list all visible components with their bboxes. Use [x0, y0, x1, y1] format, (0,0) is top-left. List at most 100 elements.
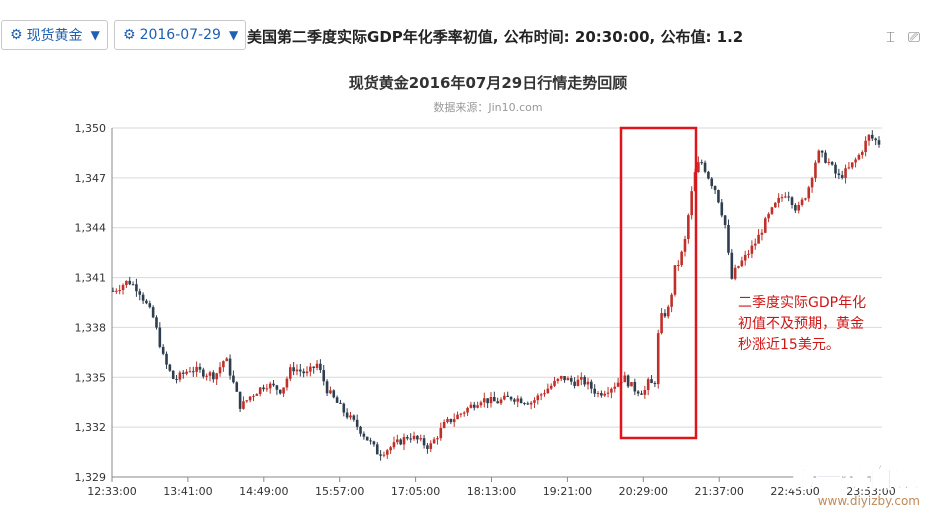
candle-body: [817, 150, 821, 163]
candle-body: [148, 303, 152, 308]
candle-body: [499, 399, 503, 404]
candle-body: [158, 327, 162, 347]
candle-body: [740, 260, 744, 267]
candle-body: [278, 389, 282, 394]
candle-body: [111, 290, 115, 292]
candle-body: [459, 413, 463, 415]
candle-body: [349, 415, 352, 418]
gear-icon: ⚙: [10, 27, 23, 43]
y-axis-ticks: 1,329 1,332 1,335 1,338 1,341 1,344 1,347 1,350: [75, 122, 107, 484]
candle-body: [362, 433, 366, 437]
y-tick-label: 1,344: [75, 222, 107, 235]
candle-body: [135, 284, 138, 292]
date-dropdown-label: 2016-07-29: [139, 27, 221, 43]
candle-body: [188, 371, 192, 373]
candle-body: [844, 168, 847, 178]
candle-body: [767, 213, 770, 219]
candle-body: [268, 383, 272, 389]
chart-title: 现货黄金2016年07月29日行情走势回顾: [349, 74, 628, 92]
candle-body: [115, 290, 118, 292]
candle-body: [489, 397, 493, 404]
candle-body: [319, 363, 322, 371]
x-tick-label: 19:21:00: [543, 485, 592, 498]
candle-body: [469, 404, 473, 408]
candle-body: [419, 438, 423, 440]
candle-body: [516, 398, 520, 402]
candle-body: [860, 152, 864, 155]
candle-body: [600, 393, 603, 396]
candle-body: [365, 436, 369, 441]
candle-body: [613, 386, 617, 389]
candle-body: [335, 397, 339, 403]
date-dropdown[interactable]: ⚙ 2016-07-29 ▼: [114, 20, 246, 50]
candle-body: [282, 387, 285, 394]
candle-body: [429, 443, 433, 449]
gear-icon: ⚙: [123, 27, 136, 43]
x-tick-label: 18:13:00: [467, 485, 516, 498]
candle-body: [797, 204, 801, 211]
candle-body: [302, 371, 305, 374]
candle-body: [546, 388, 550, 394]
candle-body: [422, 438, 426, 446]
candle-body: [723, 215, 727, 226]
candle-body: [703, 162, 707, 172]
candle-body: [125, 280, 128, 286]
candle-body: [466, 407, 469, 413]
candle-body: [506, 395, 510, 397]
restore-icon[interactable]: ⎚: [908, 28, 921, 46]
x-tick-label: 13:41:00: [163, 485, 212, 498]
candle-body: [733, 267, 737, 279]
candle-body: [285, 378, 289, 388]
candle-body: [359, 426, 362, 434]
annotation-line-3: 秒涨近15美元。: [738, 337, 840, 353]
candle-body: [656, 333, 660, 385]
candle-body: [295, 369, 299, 372]
candle-body: [670, 294, 673, 307]
candle-body: [476, 405, 479, 408]
candle-body: [409, 438, 413, 440]
candle-body: [222, 361, 225, 368]
candle-body: [640, 393, 643, 395]
candle-body: [238, 391, 242, 409]
expand-icon[interactable]: ⌶: [886, 28, 896, 46]
candle-body: [245, 400, 249, 402]
candle-body: [830, 162, 834, 165]
candle-body: [329, 390, 332, 394]
candle-body: [168, 364, 172, 371]
chart-subtitle: 数据来源：Jin10.com: [433, 100, 542, 114]
candle-body: [820, 150, 824, 153]
candle-body: [345, 412, 349, 418]
candle-body: [690, 191, 693, 216]
candle-body: [653, 383, 657, 385]
candle-body: [727, 225, 730, 253]
candle-body: [857, 154, 861, 160]
candle-body: [720, 202, 724, 216]
candle-body: [265, 388, 269, 390]
candle-body: [683, 238, 687, 252]
product-dropdown[interactable]: ⚙ 现货黄金 ▼: [1, 20, 108, 50]
candle-body: [677, 264, 680, 266]
candle-body: [215, 373, 218, 380]
x-tick-label: 23:53:00: [846, 485, 895, 498]
candles: [111, 130, 881, 461]
candle-body: [559, 376, 563, 379]
x-tick-label: 14:49:00: [239, 485, 288, 498]
candle-body: [643, 389, 647, 395]
candle-body: [660, 313, 663, 334]
candle-body: [255, 394, 259, 396]
candle-body: [760, 232, 764, 235]
candle-body: [165, 353, 168, 365]
candle-body: [232, 375, 235, 383]
candle-body: [369, 440, 372, 442]
candle-body: [529, 402, 533, 405]
candle-body: [439, 427, 443, 439]
candle-body: [710, 178, 714, 187]
candle-body: [877, 140, 881, 145]
candle-body: [666, 306, 670, 317]
highlight-box: [619, 126, 698, 440]
candle-body: [646, 379, 650, 390]
candle-body: [225, 358, 229, 362]
candle-body: [145, 300, 148, 304]
candle-body: [717, 190, 720, 203]
candle-body: [503, 395, 506, 400]
